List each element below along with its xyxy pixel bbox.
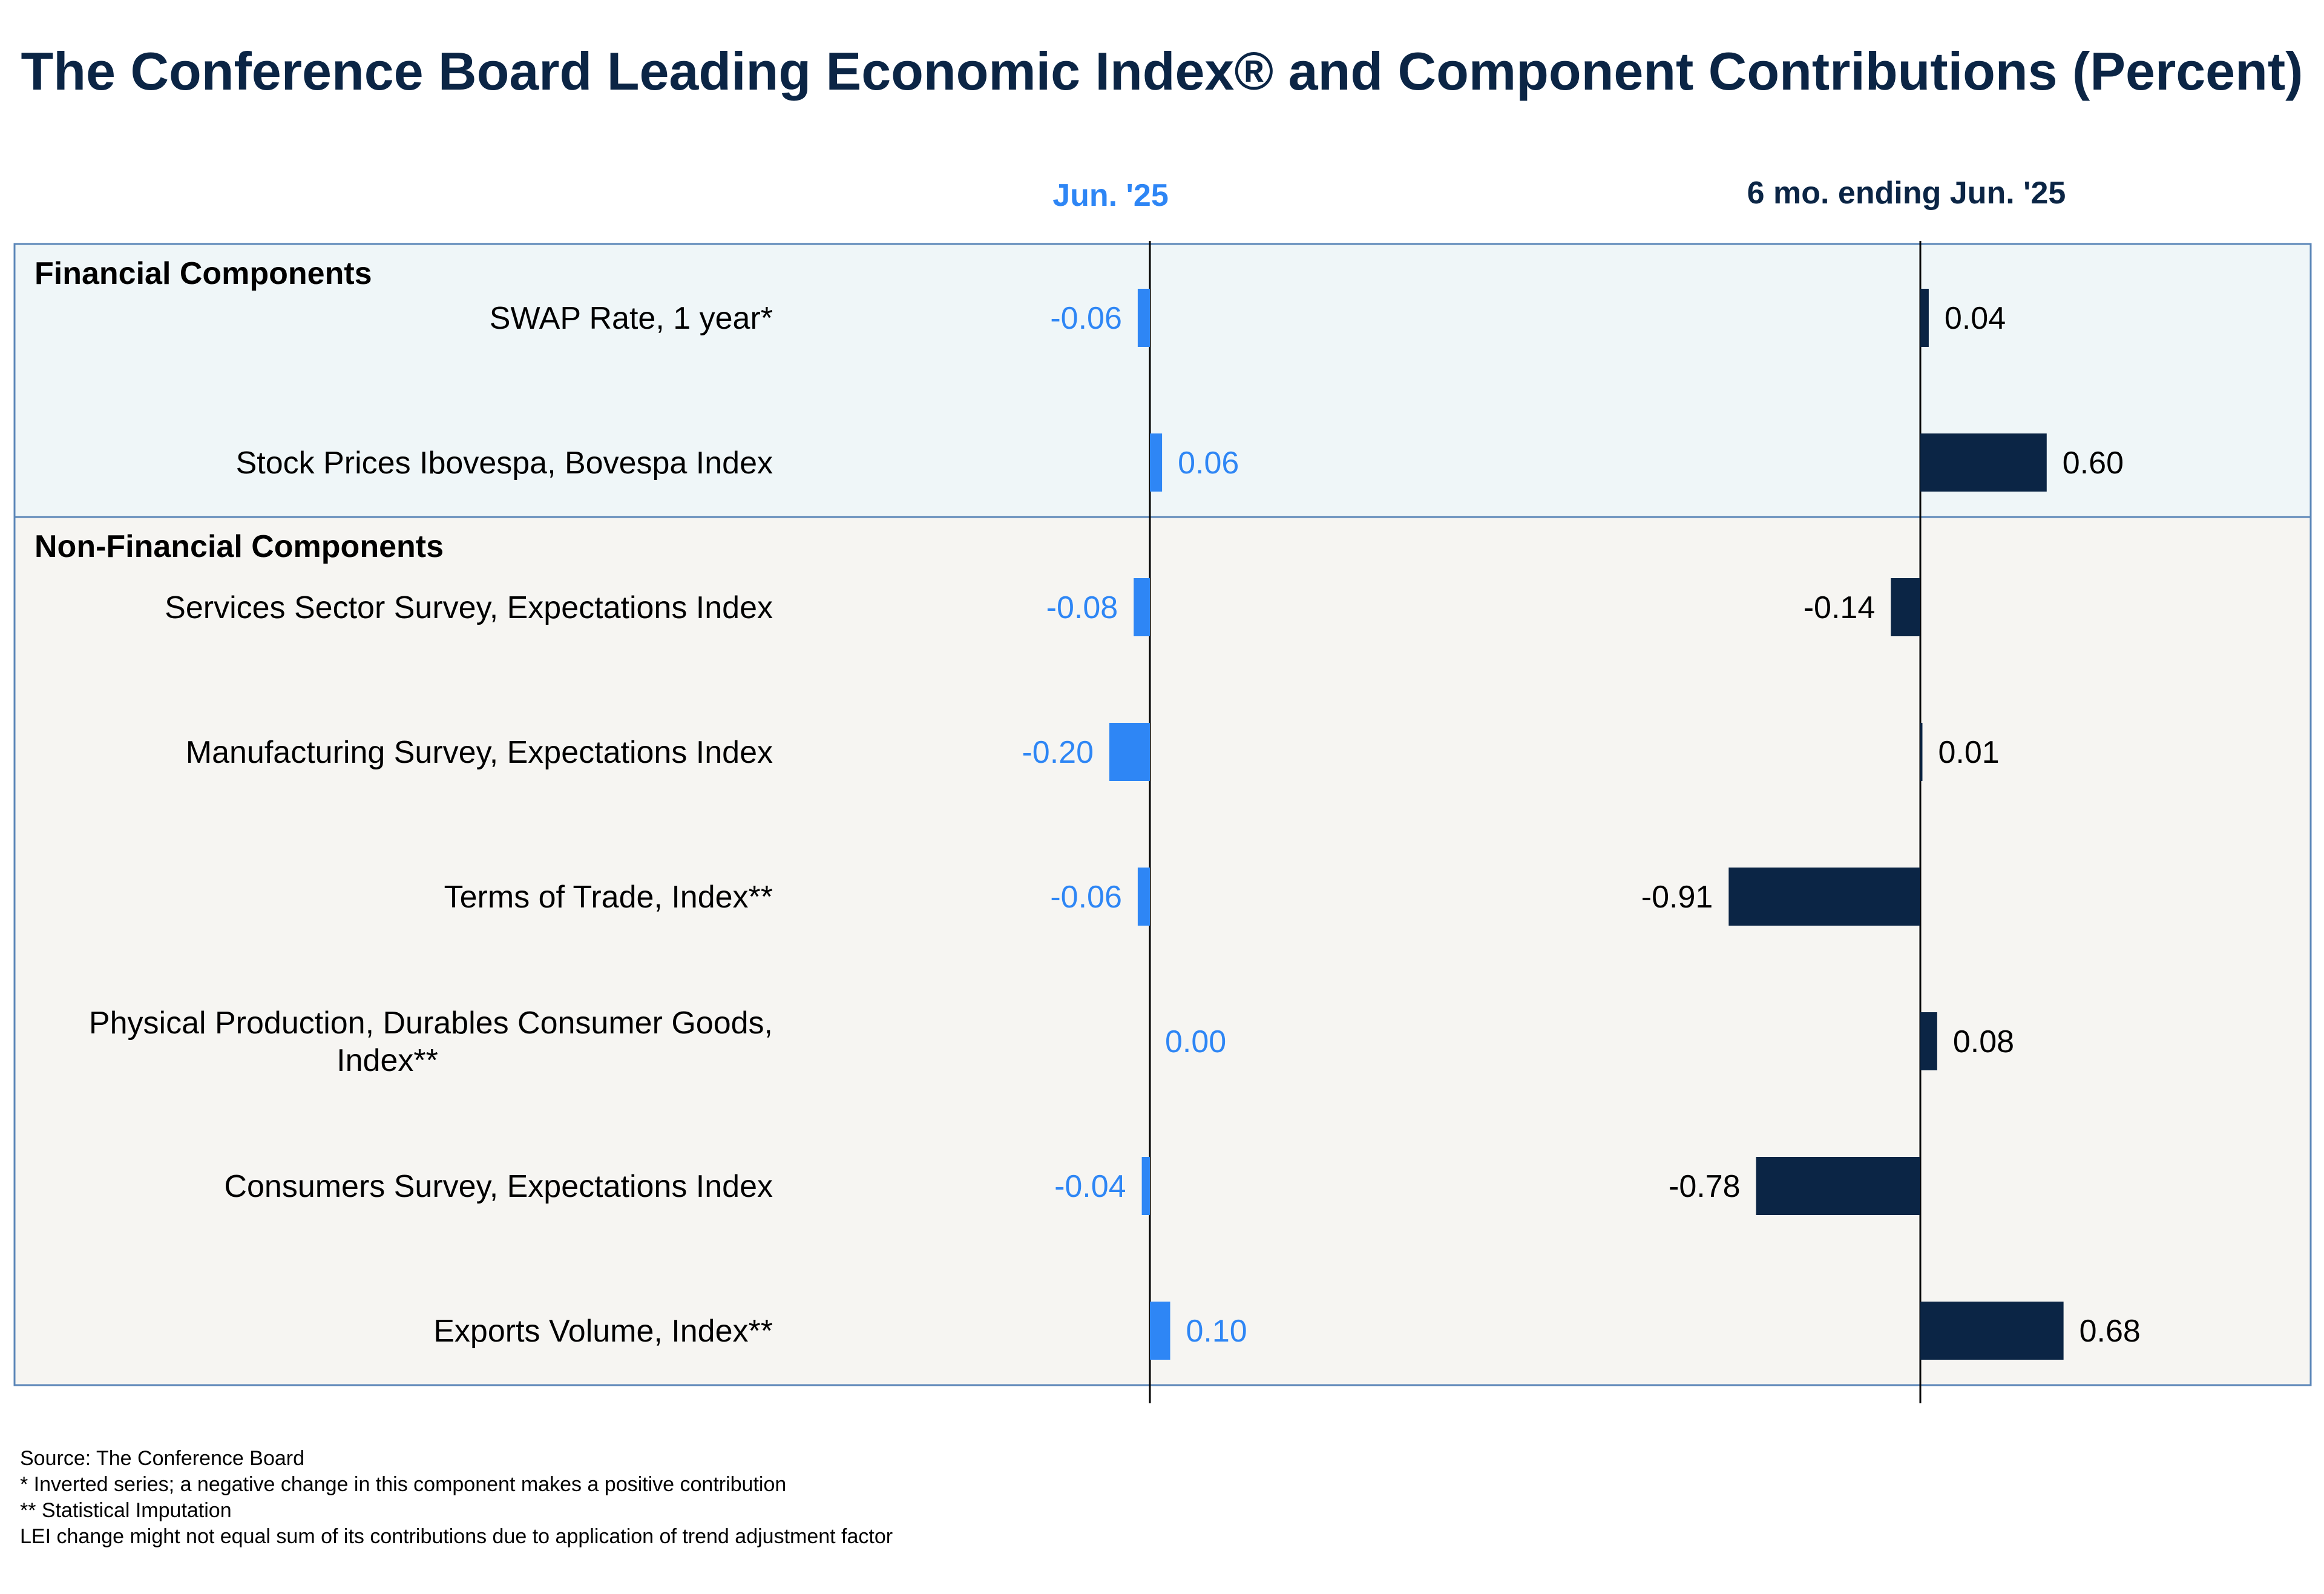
bar-jun25 <box>1150 433 1163 492</box>
value-label-jun25: -0.08 <box>1046 590 1118 625</box>
row-label: Services Sector Survey, Expectations Ind… <box>165 590 773 625</box>
footnote: LEI change might not equal sum of its co… <box>20 1525 893 1548</box>
value-label-jun25: 0.10 <box>1186 1314 1247 1349</box>
bar-jun25 <box>1109 723 1150 781</box>
value-label-six-month: 0.68 <box>2079 1314 2141 1349</box>
value-label-six-month: -0.14 <box>1804 590 1876 625</box>
section-panel-1 <box>13 516 2312 1386</box>
footnote: Source: The Conference Board <box>20 1447 304 1470</box>
bar-six-month <box>1920 289 1929 347</box>
row-label: Stock Prices Ibovespa, Bovespa Index <box>236 446 773 481</box>
bar-jun25 <box>1150 1302 1170 1360</box>
row-label: Manufacturing Survey, Expectations Index <box>186 735 773 770</box>
value-label-jun25: -0.04 <box>1054 1169 1126 1204</box>
value-label-jun25: 0.06 <box>1178 446 1239 481</box>
chart-title: The Conference Board Leading Economic In… <box>21 41 2303 101</box>
bar-jun25 <box>1137 868 1150 926</box>
section-title: Non-Financial Components <box>34 529 444 564</box>
bar-six-month <box>1728 868 1920 926</box>
value-label-six-month: -0.78 <box>1669 1169 1741 1204</box>
value-label-jun25: -0.06 <box>1050 880 1122 915</box>
bar-jun25 <box>1141 1157 1150 1215</box>
row-label: Index** <box>336 1043 438 1078</box>
value-label-six-month: 0.04 <box>1945 301 2006 336</box>
section-title: Financial Components <box>34 256 372 291</box>
row-label: Consumers Survey, Expectations Index <box>224 1169 773 1204</box>
value-label-jun25: -0.06 <box>1050 301 1122 336</box>
column-header-six-month: 6 mo. ending Jun. '25 <box>1747 176 2066 211</box>
column-header-jun25: Jun. '25 <box>1052 178 1169 213</box>
bar-six-month <box>1920 1302 2064 1360</box>
row-label: Terms of Trade, Index** <box>444 880 773 915</box>
row-label: SWAP Rate, 1 year* <box>490 301 773 336</box>
row-label: Exports Volume, Index** <box>433 1314 773 1349</box>
bar-six-month <box>1920 723 1923 781</box>
footnote: * Inverted series; a negative change in … <box>20 1473 786 1496</box>
value-label-six-month: -0.91 <box>1641 880 1713 915</box>
value-label-jun25: 0.00 <box>1165 1024 1226 1059</box>
bar-six-month <box>1920 1012 1937 1070</box>
bar-six-month <box>1891 578 1920 636</box>
bar-six-month <box>1756 1157 1920 1215</box>
bar-jun25 <box>1134 578 1150 636</box>
bar-six-month <box>1920 433 2047 492</box>
value-label-six-month: 0.01 <box>1938 735 1999 770</box>
footnote: ** Statistical Imputation <box>20 1499 232 1522</box>
bar-jun25 <box>1137 289 1150 347</box>
value-label-jun25: -0.20 <box>1022 735 1094 770</box>
value-label-six-month: 0.08 <box>1953 1024 2014 1059</box>
row-label: Physical Production, Durables Consumer G… <box>89 1006 773 1041</box>
value-label-six-month: 0.60 <box>2063 446 2124 481</box>
